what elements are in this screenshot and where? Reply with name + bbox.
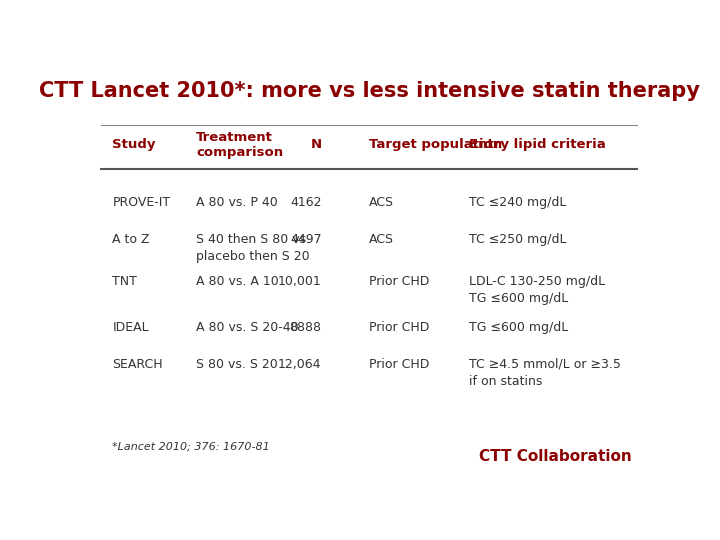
- Text: ACS: ACS: [369, 196, 394, 209]
- Text: TC ≥4.5 mmol/L or ≥3.5
if on statins: TC ≥4.5 mmol/L or ≥3.5 if on statins: [469, 358, 621, 388]
- Text: 4497: 4497: [290, 233, 322, 246]
- Text: *Lancet 2010; 376: 1670-81: *Lancet 2010; 376: 1670-81: [112, 442, 270, 451]
- Text: Study: Study: [112, 138, 156, 151]
- Text: IDEAL: IDEAL: [112, 321, 149, 334]
- Text: Prior CHD: Prior CHD: [369, 321, 429, 334]
- Text: TC ≤240 mg/dL: TC ≤240 mg/dL: [469, 196, 567, 209]
- Text: PROVE-IT: PROVE-IT: [112, 196, 171, 209]
- Text: TNT: TNT: [112, 275, 138, 288]
- Text: 8888: 8888: [289, 321, 322, 334]
- Text: A 80 vs. P 40: A 80 vs. P 40: [196, 196, 278, 209]
- Text: A to Z: A to Z: [112, 233, 150, 246]
- Text: Prior CHD: Prior CHD: [369, 275, 429, 288]
- Text: TG ≤600 mg/dL: TG ≤600 mg/dL: [469, 321, 569, 334]
- Text: CTT Lancet 2010*: more vs less intensive statin therapy: CTT Lancet 2010*: more vs less intensive…: [39, 82, 699, 102]
- Text: A 80 vs. S 20-40: A 80 vs. S 20-40: [196, 321, 299, 334]
- Text: Treatment
comparison: Treatment comparison: [196, 131, 283, 159]
- Text: CTT Collaboration: CTT Collaboration: [479, 449, 631, 464]
- Text: Entry lipid criteria: Entry lipid criteria: [469, 138, 606, 151]
- Text: N: N: [310, 138, 322, 151]
- Text: LDL-C 130-250 mg/dL
TG ≤600 mg/dL: LDL-C 130-250 mg/dL TG ≤600 mg/dL: [469, 275, 606, 305]
- Text: Prior CHD: Prior CHD: [369, 358, 429, 371]
- Text: 10,001: 10,001: [278, 275, 322, 288]
- Text: S 40 then S 80 vs.
placebo then S 20: S 40 then S 80 vs. placebo then S 20: [196, 233, 310, 263]
- Text: S 80 vs. S 20: S 80 vs. S 20: [196, 358, 278, 371]
- Text: 12,064: 12,064: [278, 358, 322, 371]
- Text: SEARCH: SEARCH: [112, 358, 163, 371]
- Text: 4162: 4162: [290, 196, 322, 209]
- Text: A 80 vs. A 10: A 80 vs. A 10: [196, 275, 279, 288]
- Text: ACS: ACS: [369, 233, 394, 246]
- Text: TC ≤250 mg/dL: TC ≤250 mg/dL: [469, 233, 567, 246]
- Text: Target population: Target population: [369, 138, 503, 151]
